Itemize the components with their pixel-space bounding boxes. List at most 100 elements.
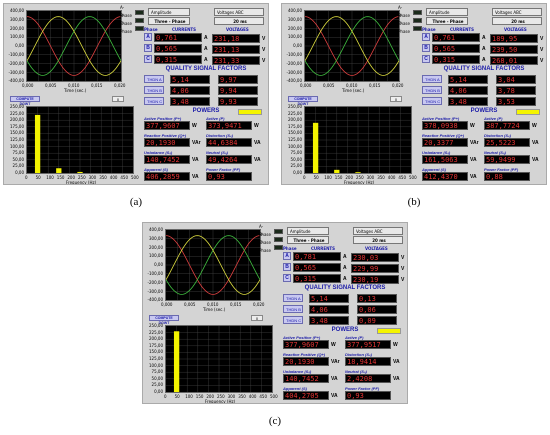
thd-right-value: 9,93 bbox=[218, 97, 258, 106]
spec-xtick: 350 bbox=[377, 175, 385, 180]
wave-ytick: -400,00 bbox=[147, 297, 163, 303]
phase-b-indicator: B bbox=[144, 44, 152, 52]
power-unit: VA bbox=[393, 376, 400, 382]
scale-knob[interactable]: 0 bbox=[390, 96, 402, 102]
legend-row: C-Phase bbox=[398, 21, 422, 34]
power-unit: VA bbox=[254, 140, 261, 146]
spec-ytick: 175,00 bbox=[288, 123, 302, 129]
caption-c: (c) bbox=[268, 415, 282, 427]
power-value: 0,93 bbox=[206, 172, 252, 181]
spec-xtick: 200 bbox=[206, 394, 215, 399]
power-label: Distortion (S₄) bbox=[206, 133, 233, 138]
legend-swatch[interactable] bbox=[135, 25, 144, 31]
wave-xtick: 0,015 bbox=[230, 302, 242, 307]
amplitude-dropdown[interactable]: Amplitude bbox=[426, 8, 468, 16]
legend-label: A-Phase bbox=[398, 5, 410, 18]
legend-swatch[interactable] bbox=[413, 17, 422, 23]
powers-indicator bbox=[516, 109, 540, 115]
wave-xtick: 0,005 bbox=[323, 83, 335, 88]
spectrum-bar bbox=[334, 169, 340, 173]
legend-row: B-Phase bbox=[398, 13, 422, 26]
wave-ytick: -300,00 bbox=[147, 288, 163, 294]
waveform-svg bbox=[166, 230, 260, 300]
power-label: Active Positive (P+) bbox=[283, 335, 321, 340]
phase-mode-dropdown[interactable]: Three - Phase bbox=[426, 17, 468, 25]
current-value: 0,565 bbox=[432, 44, 480, 53]
phase-mode-dropdown[interactable]: Three - Phase bbox=[287, 236, 329, 244]
phase-mode-dropdown[interactable]: Three - Phase bbox=[148, 17, 190, 25]
window-dropdown[interactable]: 20 ms bbox=[353, 236, 403, 244]
legend-swatch[interactable] bbox=[274, 228, 283, 234]
thd-label: THDN C bbox=[422, 97, 442, 105]
legend-swatch[interactable] bbox=[135, 9, 144, 15]
signal-dropdown[interactable]: Voltages ABC bbox=[214, 8, 264, 16]
legend-swatch[interactable] bbox=[135, 17, 144, 23]
spec-xtick: 500 bbox=[270, 394, 278, 399]
wave-ytick: -100,00 bbox=[8, 52, 24, 57]
voltage-value: 239,50 bbox=[490, 45, 538, 54]
waveform-chart bbox=[165, 229, 261, 301]
spec-ytick: 75,00 bbox=[12, 150, 24, 156]
compute-button[interactable]: COMPUTE DGWT bbox=[149, 315, 179, 325]
scale-knob[interactable]: 0 bbox=[251, 315, 263, 321]
spec-xtick: 150 bbox=[195, 394, 204, 399]
compute-button[interactable]: COMPUTE DGWT bbox=[10, 96, 40, 106]
powers-indicator bbox=[377, 328, 401, 334]
thd-left-value: 4,06 bbox=[170, 86, 210, 95]
spec-ytick: 125,00 bbox=[149, 356, 163, 361]
thd-right-value: 9,94 bbox=[218, 86, 258, 95]
phase-b-indicator: B bbox=[283, 263, 291, 271]
power-value: 44,6384 bbox=[206, 138, 252, 147]
legend-swatch[interactable] bbox=[274, 236, 283, 242]
powers-title: POWERS bbox=[331, 327, 359, 333]
time-axis-label: Time (sec.) bbox=[342, 88, 365, 93]
spec-ytick: 0,00 bbox=[15, 170, 24, 175]
spec-ytick: 25,00 bbox=[290, 163, 302, 169]
ampere-unit: A bbox=[204, 57, 208, 63]
power-label: Unbalance (Sₙ) bbox=[422, 150, 451, 155]
wave-ytick: 200,00 bbox=[288, 25, 302, 31]
scale-knob[interactable]: 0 bbox=[112, 96, 124, 102]
caption-a: (a) bbox=[129, 196, 143, 208]
phase-c-wave bbox=[166, 235, 260, 295]
amplitude-dropdown[interactable]: Amplitude bbox=[148, 8, 190, 16]
powers-title: POWERS bbox=[192, 108, 220, 114]
power-unit: VA bbox=[331, 393, 338, 399]
power-label: Apparent (S) bbox=[283, 386, 307, 391]
spec-ytick: 150,00 bbox=[10, 130, 24, 136]
signal-dropdown[interactable]: Voltages ABC bbox=[492, 8, 542, 16]
wave-xtick: 0,010 bbox=[68, 83, 80, 88]
power-unit: VA bbox=[331, 376, 338, 382]
wave-xtick: 0,000 bbox=[300, 83, 312, 88]
thd-right-value: 3,78 bbox=[496, 86, 536, 95]
wave-xtick: 0,005 bbox=[184, 302, 196, 307]
legend-swatch[interactable] bbox=[413, 9, 422, 15]
wave-ytick: 0,00 bbox=[154, 262, 163, 268]
signal-dropdown[interactable]: Voltages ABC bbox=[353, 227, 403, 235]
current-value: 0,315 bbox=[154, 55, 202, 64]
power-value: 161,5063 bbox=[422, 155, 468, 164]
spec-xtick: 350 bbox=[238, 394, 246, 399]
legend-row: B-Phase bbox=[120, 13, 144, 26]
window-dropdown[interactable]: 20 ms bbox=[214, 17, 264, 25]
window-dropdown[interactable]: 20 ms bbox=[492, 17, 542, 25]
compute-button[interactable]: COMPUTE DGWT bbox=[288, 96, 318, 106]
power-label: Unbalance (Sₙ) bbox=[144, 150, 173, 155]
legend-swatch[interactable] bbox=[413, 25, 422, 31]
power-value: 0,88 bbox=[484, 172, 530, 181]
thd-label: THDN B bbox=[144, 86, 164, 94]
thd-right-value: 9,97 bbox=[218, 75, 258, 84]
legend-label: C-Phase bbox=[398, 21, 410, 34]
voltages-header: VOLTAGES bbox=[504, 27, 527, 32]
currents-header: CURRENTS bbox=[172, 27, 197, 32]
spec-xtick: 50 bbox=[174, 394, 180, 399]
power-unit: W bbox=[331, 342, 336, 348]
wave-ytick: -300,00 bbox=[8, 69, 24, 75]
power-label: Power Factor (PF) bbox=[206, 167, 241, 172]
legend-swatch[interactable] bbox=[274, 244, 283, 250]
spec-ytick: 200,00 bbox=[149, 336, 163, 342]
amplitude-dropdown[interactable]: Amplitude bbox=[287, 227, 329, 235]
power-value: 20,1930 bbox=[283, 357, 329, 366]
wave-xtick: 0,000 bbox=[22, 83, 34, 88]
power-value: 49,4264 bbox=[206, 155, 252, 164]
